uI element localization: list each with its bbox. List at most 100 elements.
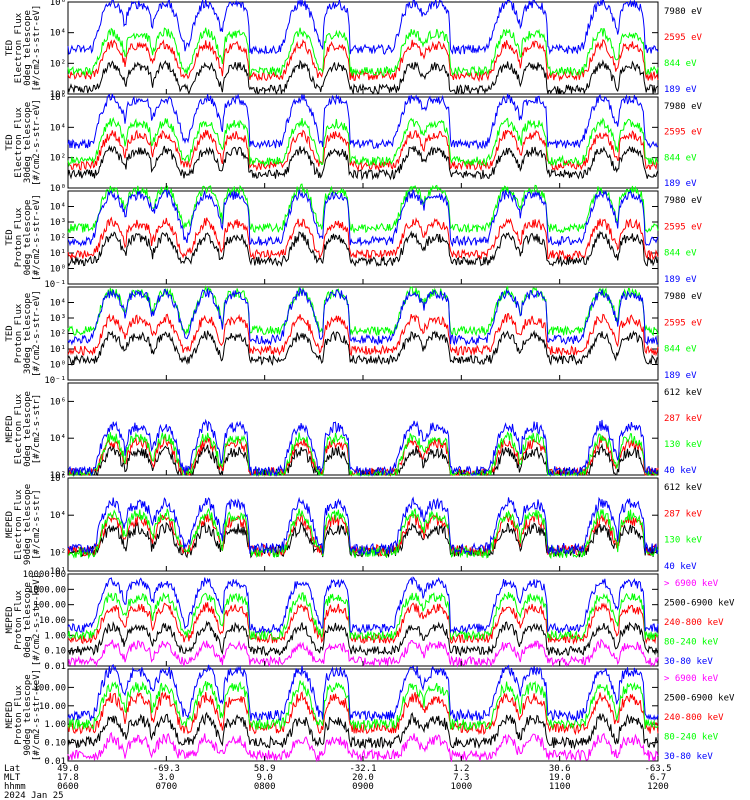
- y-axis-label: 0deg telescope: [23, 391, 33, 467]
- series-line: [67, 129, 659, 173]
- y-tick-label: 10⁴: [50, 299, 66, 309]
- series-line: [67, 216, 659, 261]
- series-line: [67, 230, 659, 268]
- x-tick-hhmm: 1100: [549, 782, 571, 792]
- legend-entry: 189 eV: [664, 85, 697, 95]
- x-row-label: Lat: [4, 764, 20, 774]
- legend-entry: 130 keV: [664, 440, 703, 450]
- panel-frame: [67, 668, 659, 762]
- y-tick-label: 10⁴: [50, 123, 66, 133]
- y-tick-label: 10²: [50, 234, 66, 244]
- y-axis-label: Electron Flux: [14, 489, 24, 560]
- y-tick-label: 10⁶: [50, 397, 66, 407]
- y-axis-label: Proton Flux: [14, 303, 24, 363]
- series-line: [67, 731, 659, 763]
- series-line: [67, 418, 659, 477]
- legend-entry: 189 eV: [664, 179, 697, 189]
- y-axis-label: Electron Flux: [14, 107, 24, 178]
- y-axis-label: Electron Flux: [14, 12, 24, 83]
- y-axis-label: TED: [5, 134, 15, 150]
- legend-entry: 40 keV: [664, 562, 697, 572]
- series-line: [67, 27, 659, 78]
- y-tick-label: 10⁶: [50, 93, 66, 103]
- y-tick-label: 100.00: [33, 683, 66, 693]
- legend-entry: 30-80 keV: [664, 657, 713, 667]
- y-tick-label: 10²: [50, 154, 66, 164]
- x-tick-mlt: 17.8: [57, 773, 79, 783]
- y-axis-label: Proton Flux: [14, 590, 24, 650]
- series-line: [67, 576, 659, 635]
- y-axis-label: Proton Flux: [14, 685, 24, 745]
- y-tick-label: 10⁰: [50, 90, 66, 100]
- x-tick-lat: -32.1: [349, 764, 376, 774]
- legend-entry: 612 keV: [664, 388, 703, 398]
- y-tick-label: 10⁴: [50, 511, 66, 521]
- x-row-label: hhmm: [4, 782, 26, 792]
- y-axis-label: MEPED: [5, 606, 15, 633]
- series-line: [67, 663, 659, 723]
- y-axis-label: Electron Flux: [14, 393, 24, 464]
- series-line: [67, 144, 659, 181]
- y-tick-label: 10⁶: [50, 0, 66, 8]
- x-tick-mlt: 19.0: [549, 773, 571, 783]
- y-axis-label: TED: [5, 40, 15, 56]
- series-line: [67, 59, 659, 96]
- series-line: [67, 0, 659, 55]
- legend-entry: 844 eV: [664, 249, 697, 259]
- y-tick-label: 10⁴: [50, 203, 66, 213]
- y-tick-label: 10⁻¹: [44, 280, 66, 290]
- panel-frame: [67, 477, 659, 572]
- y-tick-label: 10⁻¹: [44, 376, 66, 386]
- series-line: [67, 93, 659, 150]
- legend-entry: 844 eV: [664, 345, 697, 355]
- y-axis-label: 90deg telescope: [23, 674, 33, 755]
- x-tick-lat: 49.0: [57, 764, 79, 774]
- x-tick-mlt: 9.0: [257, 773, 273, 783]
- series-line: [67, 496, 659, 556]
- legend-entry: 30-80 keV: [664, 752, 713, 762]
- y-tick-label: 10²: [50, 59, 66, 69]
- y-tick-label: 10¹: [50, 345, 66, 355]
- y-tick-label: 10⁰: [50, 265, 66, 275]
- y-axis-label: 0deg telescope: [23, 200, 33, 276]
- y-axis-label: Proton Flux: [14, 207, 24, 267]
- legend-entry: > 6900 keV: [664, 579, 719, 589]
- legend-entry: > 6900 keV: [664, 674, 719, 684]
- legend-entry: 7980 eV: [664, 102, 703, 112]
- legend-entry: 844 eV: [664, 153, 697, 163]
- x-tick-mlt: 20.0: [352, 773, 374, 783]
- x-tick-hhmm: 1200: [647, 782, 669, 792]
- legend-entry: 7980 eV: [664, 292, 703, 302]
- x-tick-lat: 58.9: [254, 764, 276, 774]
- x-tick-lat: 1.2: [453, 764, 469, 774]
- series-line: [67, 189, 659, 248]
- y-tick-label: 10⁶: [50, 474, 66, 484]
- y-tick-label: 0.10: [44, 647, 66, 657]
- panel-frame: [67, 190, 659, 285]
- x-tick-hhmm: 1000: [450, 782, 472, 792]
- y-axis-label: 90deg telescope: [23, 484, 33, 565]
- x-tick-mlt: 3.0: [158, 773, 174, 783]
- x-tick-hhmm: 0900: [352, 782, 374, 792]
- series-line: [67, 620, 659, 657]
- y-tick-label: 1.00: [44, 631, 66, 641]
- legend-entry: 189 eV: [664, 275, 697, 285]
- series-line: [67, 329, 659, 367]
- y-tick-label: 1000.00: [28, 585, 66, 595]
- y-tick-label: 10⁴: [50, 29, 66, 39]
- x-tick-lat: -69.3: [153, 764, 180, 774]
- y-tick-label: 10²: [50, 330, 66, 340]
- legend-entry: 80-240 keV: [664, 733, 719, 743]
- x-tick-mlt: 6.7: [650, 773, 666, 783]
- y-tick-label: 10000.00: [23, 570, 66, 580]
- y-axis-label: 0deg telescope: [23, 10, 33, 86]
- series-line: [67, 286, 659, 347]
- y-axis-label: [#/cm2-s-str-eV]: [32, 5, 42, 92]
- y-tick-label: 10³: [50, 314, 66, 324]
- y-axis-label: MEPED: [5, 511, 15, 538]
- y-axis-label: [#/cm2-s-str-eV]: [32, 194, 42, 281]
- y-tick-label: 0.01: [44, 662, 66, 672]
- y-axis-label: [#/cm2-s-str]: [32, 489, 42, 559]
- y-tick-label: 10¹: [50, 567, 66, 577]
